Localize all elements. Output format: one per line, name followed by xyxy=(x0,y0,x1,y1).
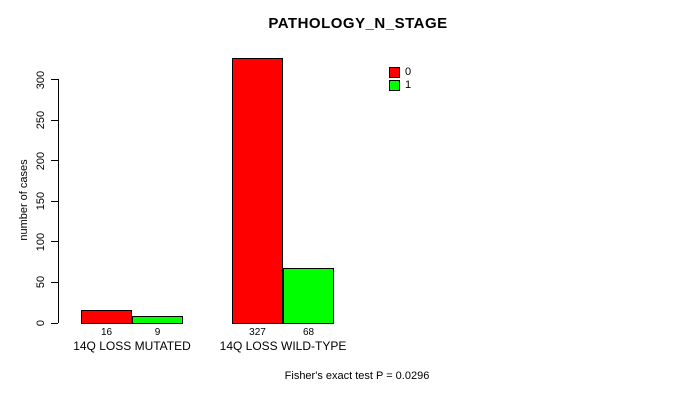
fisher-test-annotation: Fisher's exact test P = 0.0296 xyxy=(284,370,430,382)
y-axis-tick xyxy=(51,160,58,162)
bar-1-mutated xyxy=(132,316,183,324)
category-label: 14Q LOSS MUTATED xyxy=(73,339,191,353)
bar-value-label: 9 xyxy=(154,327,161,338)
bar-value-label: 327 xyxy=(249,327,266,338)
bar-0-wildtype xyxy=(232,58,283,324)
bar-1-wildtype xyxy=(283,268,334,324)
y-axis-tick xyxy=(51,241,58,243)
y-axis-tick-label: 100 xyxy=(35,232,47,252)
y-axis-line xyxy=(58,79,59,323)
y-axis-title: number of cases xyxy=(18,159,30,241)
y-axis-tick xyxy=(51,322,58,324)
y-axis-tick-label: 50 xyxy=(35,276,47,289)
legend-label-0: 0 xyxy=(405,66,412,78)
bar-value-label: 16 xyxy=(100,327,113,338)
y-axis-tick-label: 150 xyxy=(35,192,47,211)
legend-label-1: 1 xyxy=(405,79,412,91)
y-axis-tick-label: 0 xyxy=(35,319,47,327)
y-axis-tick-label: 250 xyxy=(35,110,47,130)
y-axis-tick-label: 300 xyxy=(35,70,47,89)
legend-swatch-1 xyxy=(389,80,400,91)
y-axis-tick-label: 200 xyxy=(35,151,47,170)
category-label: 14Q LOSS WILD-TYPE xyxy=(219,339,347,353)
y-axis-tick xyxy=(51,79,58,80)
chart-title: PATHOLOGY_N_STAGE xyxy=(268,15,448,32)
y-axis-tick xyxy=(51,281,58,283)
bar-0-mutated xyxy=(81,310,132,324)
legend-swatch-0 xyxy=(389,67,400,78)
y-axis-tick xyxy=(51,200,58,202)
bar-value-label: 68 xyxy=(302,327,315,338)
y-axis-tick xyxy=(51,119,58,121)
